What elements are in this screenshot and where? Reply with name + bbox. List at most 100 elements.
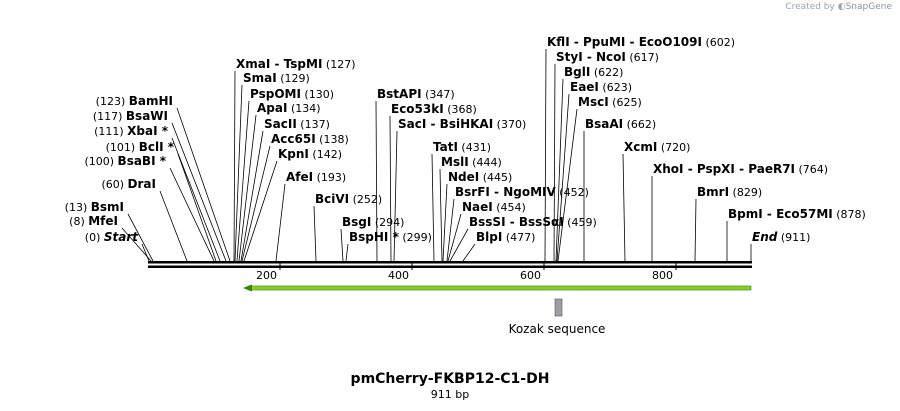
- enzyme-name: MfeI: [88, 214, 118, 228]
- enzyme-name: ApaI: [257, 101, 287, 115]
- kozak-feature-box[interactable]: [554, 298, 563, 317]
- site-styi[interactable]: StyI - NcoI (617): [556, 50, 659, 64]
- site-blpi[interactable]: BlpI (477): [476, 230, 535, 244]
- site-bsphi[interactable]: BspHI * (299): [349, 230, 432, 244]
- site-xbai[interactable]: (111) XbaI *: [94, 124, 169, 138]
- site-sacii[interactable]: SacII (137): [264, 117, 330, 131]
- site-position: (252): [349, 193, 382, 206]
- enzyme-name: BlpI: [476, 230, 502, 244]
- enzyme-name: StyI: [556, 50, 583, 64]
- site-bpmi[interactable]: BpmI - Eco57MI (878): [728, 207, 866, 221]
- leader-line-sacii: [240, 130, 264, 262]
- site-msli[interactable]: MslI (444): [441, 155, 502, 169]
- leader-line-apai: [238, 114, 257, 262]
- site-position: (454): [493, 201, 526, 214]
- snapgene-logo-icon: ◐: [837, 2, 846, 12]
- name-separator: -: [735, 162, 748, 176]
- site-label-sacii: SacII (137): [264, 117, 330, 131]
- leader-line-bsrfi: [446, 198, 455, 262]
- site-position: (829): [729, 186, 762, 199]
- site-xcmi[interactable]: XcmI (720): [624, 140, 690, 154]
- leader-line-bsgi: [340, 228, 344, 262]
- leader-line-bsphi: [345, 243, 349, 262]
- site-position: (294): [371, 216, 404, 229]
- enzyme-name: EaeI: [570, 80, 599, 94]
- site-label-mfei: (8) MfeI: [69, 214, 118, 228]
- leader-line-eco53ki: [389, 115, 392, 262]
- enzyme-name: TatI: [433, 140, 458, 154]
- site-saci[interactable]: SacI - BsiHKAI (370): [398, 117, 526, 131]
- site-afei[interactable]: AfeI (193): [286, 170, 346, 184]
- leader-line-bamhi: [176, 107, 231, 262]
- site-label-eaei: EaeI (623): [570, 80, 632, 94]
- site-label-bsphi: BspHI * (299): [349, 230, 432, 244]
- site-bsabi[interactable]: (100) BsaBI *: [84, 154, 166, 168]
- site-bsmi[interactable]: (13) BsmI: [65, 200, 124, 214]
- site-naei[interactable]: NaeI (454): [462, 200, 526, 214]
- enzyme-name: KpnI: [278, 147, 309, 161]
- site-position: (138): [316, 133, 349, 146]
- site-bsgi[interactable]: BsgI (294): [342, 215, 404, 229]
- site-bsaai[interactable]: BsaAI (662): [585, 117, 656, 131]
- site-bsawi[interactable]: (117) BsaWI: [93, 109, 168, 123]
- leader-line-smai: [234, 84, 243, 262]
- site-bgli[interactable]: BglI (622): [564, 65, 623, 79]
- site-smai[interactable]: SmaI (129): [243, 71, 310, 85]
- site-position: (193): [313, 171, 346, 184]
- site-bmri[interactable]: BmrI (829): [697, 185, 762, 199]
- enzyme-name: BamHI: [129, 94, 173, 108]
- site-bsssi[interactable]: BssSI - BssSαI (459): [469, 215, 597, 229]
- enzyme-name: BsaBI *: [118, 154, 167, 168]
- leader-line-bsawi: [171, 122, 227, 262]
- site-label-bsgi: BsgI (294): [342, 215, 404, 229]
- site-mfei[interactable]: (8) MfeI: [69, 214, 118, 228]
- name-separator: -: [763, 207, 776, 221]
- site-xmai[interactable]: XmaI - TspMI (127): [236, 57, 355, 71]
- leader-line-bsabi: [169, 167, 215, 262]
- site-label-tati: TatI (431): [433, 140, 491, 154]
- leader-line-eaei: [556, 93, 570, 262]
- site-bcivi[interactable]: BciVI (252): [315, 192, 382, 206]
- site-position: (368): [444, 103, 477, 116]
- site-eaei[interactable]: EaeI (623): [570, 80, 632, 94]
- enzyme-name: BssSI: [469, 215, 506, 229]
- enzyme-name: AfeI: [286, 170, 313, 184]
- site-pspomi[interactable]: PspOMI (130): [250, 87, 334, 101]
- site-kfli[interactable]: KflI - PpuMI - EcoO109I (602): [547, 35, 735, 49]
- mcherry-feature-arrow[interactable]: [243, 284, 752, 292]
- site-position: (101): [106, 141, 139, 154]
- site-apai[interactable]: ApaI (134): [257, 101, 321, 115]
- site-ndei[interactable]: NdeI (445): [448, 170, 512, 184]
- enzyme-name: SacII: [264, 117, 297, 131]
- site-acc65i[interactable]: Acc65I (138): [271, 132, 349, 146]
- site-drai[interactable]: (60) DraI: [101, 177, 156, 191]
- site-label-bsabi: (100) BsaBI *: [84, 154, 166, 168]
- site-bcli[interactable]: (101) BclI *: [106, 140, 175, 154]
- site-bstapi[interactable]: BstAPI (347): [377, 87, 455, 101]
- enzyme-name: XbaI *: [127, 124, 169, 138]
- site-start[interactable]: (0) Start: [85, 230, 139, 244]
- site-bsrfi[interactable]: BsrFI - NgoMIV (452): [455, 185, 589, 199]
- site-label-pspomi: PspOMI (130): [250, 87, 334, 101]
- site-label-msli: MslI (444): [441, 155, 502, 169]
- site-end[interactable]: End (911): [752, 230, 810, 244]
- enzyme-name: Start: [104, 230, 139, 244]
- site-label-styi: StyI - NcoI (617): [556, 50, 659, 64]
- site-msci[interactable]: MscI (625): [578, 95, 642, 109]
- site-bamhi[interactable]: (123) BamHI: [96, 94, 173, 108]
- enzyme-name: BssSαI: [519, 215, 564, 229]
- enzyme-name: BstAPI: [377, 87, 422, 101]
- site-position: (0): [85, 231, 104, 244]
- leader-line-start: [141, 243, 150, 262]
- site-position: (452): [556, 186, 589, 199]
- site-xhoi[interactable]: XhoI - PspXI - PaeR7I (764): [653, 162, 828, 176]
- site-tati[interactable]: TatI (431): [433, 140, 491, 154]
- enzyme-name: BmrI: [697, 185, 729, 199]
- name-separator: -: [684, 162, 697, 176]
- site-position: (111): [94, 125, 127, 138]
- tick-label-600: 600: [520, 269, 541, 282]
- site-eco53ki[interactable]: Eco53kI (368): [391, 102, 477, 116]
- site-position: (370): [493, 118, 526, 131]
- site-kpni[interactable]: KpnI (142): [278, 147, 342, 161]
- site-label-start: (0) Start: [85, 230, 139, 244]
